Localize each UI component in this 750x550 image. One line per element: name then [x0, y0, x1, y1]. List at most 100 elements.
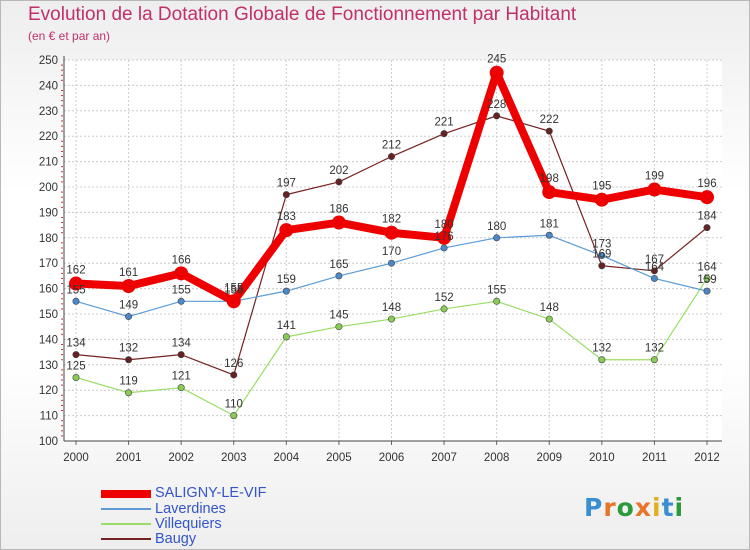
data-label-saligny-le-vif: 196 [697, 178, 716, 190]
data-point-saligny-le-vif [331, 215, 346, 230]
data-point-saligny-le-vif [121, 279, 136, 294]
data-label-baugy: 167 [645, 254, 664, 266]
data-label-villequiers: 132 [645, 343, 664, 355]
data-label-villequiers: 155 [487, 284, 506, 296]
data-label-laverdines: 176 [434, 231, 453, 243]
data-point-baugy [440, 130, 448, 138]
data-point-saligny-le-vif [489, 65, 504, 80]
data-point-villequiers [335, 323, 343, 331]
data-label-laverdines: 180 [487, 221, 506, 233]
data-label-villequiers: 110 [225, 399, 243, 411]
logo-letter: o [616, 493, 635, 522]
logo-letter: t [661, 493, 675, 522]
data-label-saligny-le-vif: 162 [66, 265, 85, 277]
data-point-saligny-le-vif [69, 276, 83, 291]
data-label-laverdines: 149 [119, 300, 138, 312]
data-point-saligny-le-vif [437, 230, 452, 245]
data-point-baugy [72, 351, 80, 359]
chart-title: Evolution de la Dotation Globale de Fonc… [28, 4, 577, 25]
data-label-baugy: 222 [540, 114, 559, 126]
data-label-baugy: 197 [277, 178, 296, 190]
data-point-laverdines [545, 231, 553, 239]
data-point-villequiers [545, 315, 553, 323]
proxiti-logo: Proxiti [584, 493, 684, 522]
data-point-baugy [387, 153, 395, 161]
y-tick-label: 250 [39, 55, 58, 67]
data-point-baugy [125, 356, 133, 364]
y-tick-label: 150 [39, 309, 58, 321]
data-label-laverdines: 155 [224, 284, 243, 296]
data-point-laverdines [440, 244, 448, 252]
data-point-laverdines [493, 234, 501, 242]
data-point-saligny-le-vif [647, 182, 662, 197]
y-tick-label: 210 [39, 157, 58, 169]
data-label-villequiers: 121 [172, 371, 191, 383]
data-label-villequiers: 148 [382, 302, 401, 314]
legend-label-baugy: Baugy [155, 531, 197, 547]
data-point-villequiers [440, 305, 448, 313]
data-label-baugy: 221 [434, 117, 453, 129]
legend-swatch-saligny [101, 490, 151, 498]
data-point-villequiers [177, 384, 185, 392]
data-point-laverdines [125, 313, 133, 321]
data-label-saligny-le-vif: 198 [540, 173, 559, 185]
data-point-laverdines [72, 297, 80, 305]
y-tick-label: 190 [39, 207, 58, 219]
data-label-villequiers: 119 [119, 376, 137, 388]
data-point-villequiers [387, 315, 395, 323]
data-point-villequiers [282, 333, 290, 341]
data-label-villequiers: 132 [592, 343, 611, 355]
legend-label-saligny: SALIGNY-LE-VIF [155, 485, 267, 501]
data-label-laverdines: 165 [329, 259, 348, 271]
data-label-baugy: 169 [592, 249, 611, 261]
data-point-baugy [545, 127, 553, 135]
chart-subtitle: (en € et par an) [28, 29, 111, 43]
data-point-saligny-le-vif [384, 225, 399, 240]
data-point-villequiers [493, 297, 501, 305]
x-tick-label: 2006 [379, 452, 405, 464]
y-tick-label: 230 [39, 106, 58, 118]
data-label-saligny-le-vif: 183 [277, 211, 296, 223]
data-point-baugy [335, 178, 343, 186]
y-tick-label: 220 [39, 131, 58, 143]
x-tick-label: 2010 [589, 452, 615, 464]
data-point-laverdines [598, 252, 606, 260]
data-point-saligny-le-vif [700, 190, 714, 205]
y-tick-label: 140 [39, 334, 58, 346]
x-tick-label: 2011 [642, 452, 667, 464]
x-tick-label: 2002 [168, 452, 194, 464]
data-label-villequiers: 125 [66, 361, 85, 373]
data-label-baugy: 132 [119, 343, 138, 355]
data-label-laverdines: 159 [697, 274, 716, 286]
data-point-saligny-le-vif [542, 185, 557, 200]
data-point-baugy [598, 262, 606, 270]
data-label-baugy: 134 [66, 338, 86, 350]
data-point-saligny-le-vif [174, 266, 189, 281]
data-point-baugy [493, 112, 501, 120]
data-label-villequiers: 152 [434, 292, 453, 304]
data-point-laverdines [387, 259, 395, 267]
data-label-saligny-le-vif: 155 [224, 282, 243, 294]
y-tick-label: 240 [39, 80, 58, 92]
x-tick-label: 2012 [694, 452, 720, 464]
x-tick-label: 2001 [116, 452, 142, 464]
data-label-villequiers: 164 [697, 261, 717, 273]
data-point-saligny-le-vif [594, 192, 609, 207]
x-tick-label: 2009 [536, 452, 562, 464]
data-point-villequiers [72, 373, 80, 381]
data-point-saligny-le-vif [226, 294, 241, 309]
x-tick-label: 2000 [63, 452, 89, 464]
y-tick-label: 110 [40, 411, 58, 423]
plot-area [64, 60, 722, 441]
data-point-laverdines [650, 274, 658, 282]
data-label-saligny-le-vif: 182 [382, 214, 401, 226]
x-tick-label: 2003 [221, 452, 247, 464]
data-label-villequiers: 141 [277, 320, 296, 332]
logo-letter: i [674, 493, 685, 522]
x-tick-label: 2007 [431, 452, 457, 464]
y-tick-label: 120 [39, 385, 58, 397]
data-label-saligny-le-vif: 166 [172, 254, 191, 266]
data-point-villequiers [230, 412, 238, 420]
data-point-villequiers [703, 274, 711, 282]
